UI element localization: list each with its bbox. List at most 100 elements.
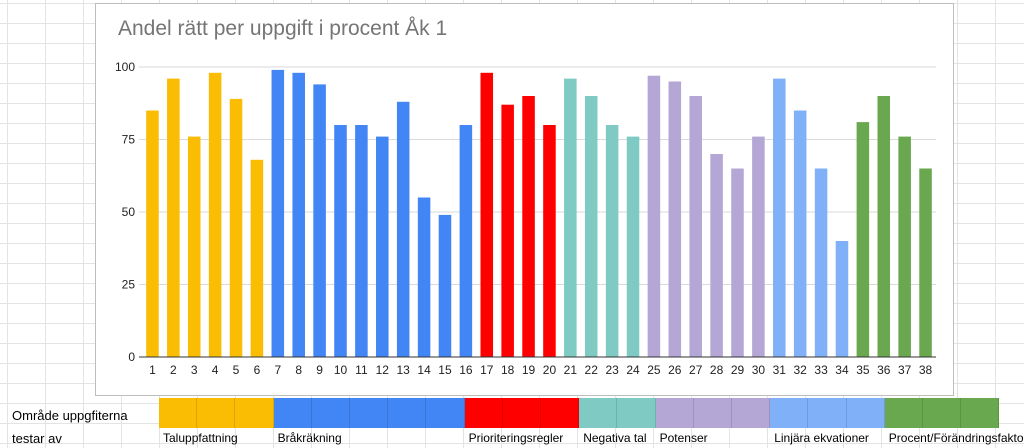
bar-task-24[interactable] (626, 136, 640, 357)
bar-task-5[interactable] (229, 98, 243, 358)
x-tick-label: 7 (274, 363, 281, 377)
group-label[interactable]: Prioriteringsregler (468, 431, 564, 445)
group-label[interactable]: Negativa tal (583, 431, 647, 445)
bar-task-15[interactable] (438, 214, 452, 357)
x-tick-label: 37 (898, 363, 912, 377)
bar-task-1[interactable] (146, 110, 159, 358)
bars (146, 69, 932, 358)
x-tick-label: 6 (254, 363, 261, 377)
group-color-cell[interactable] (732, 398, 771, 428)
y-axis-ticks: 0 25 50 75 100 (115, 60, 135, 364)
x-axis-ticks: 1 2 3 4 5 6 7 8 9 10 11 12 13 14 15 16 17 18 19 20 21 22 23 24 2… (149, 363, 932, 377)
bar-task-16[interactable] (459, 125, 473, 357)
x-tick-label: 25 (647, 363, 661, 377)
bar-task-7[interactable] (271, 69, 285, 358)
bar-task-14[interactable] (417, 197, 431, 358)
bar-task-18[interactable] (501, 104, 514, 357)
x-tick-label: 35 (856, 363, 870, 377)
bar-task-36[interactable] (877, 96, 891, 357)
y-tick-label: 50 (122, 205, 136, 219)
group-color-cell[interactable] (617, 398, 656, 428)
x-tick-label: 28 (710, 363, 724, 377)
x-tick-label: 19 (522, 363, 536, 377)
group-color-cell[interactable] (693, 398, 732, 428)
bar-task-8[interactable] (292, 72, 305, 358)
group-color-cell[interactable] (770, 398, 809, 428)
bar-task-33[interactable] (814, 168, 828, 358)
group-color-cell[interactable] (846, 398, 885, 428)
group-color-cell[interactable] (273, 398, 312, 428)
bar-task-37[interactable] (898, 136, 911, 357)
bar-task-34[interactable] (835, 241, 849, 357)
bar-task-38[interactable] (919, 168, 932, 358)
x-tick-label: 16 (459, 363, 473, 377)
group-color-cell[interactable] (159, 398, 198, 428)
x-tick-label: 9 (316, 363, 323, 377)
bar-task-11[interactable] (355, 125, 368, 357)
group-color-cell[interactable] (388, 398, 427, 428)
group-color-cell[interactable] (502, 398, 541, 428)
group-color-cell[interactable] (426, 398, 465, 428)
bar-task-22[interactable] (584, 96, 598, 357)
bar-task-9[interactable] (313, 84, 326, 358)
x-tick-label: 33 (814, 363, 828, 377)
group-label[interactable]: Procent/Förändringsfakto (888, 431, 1024, 445)
bar-task-25[interactable] (647, 75, 661, 357)
bar-task-17[interactable] (480, 72, 494, 358)
x-tick-label: 17 (480, 363, 494, 377)
group-label[interactable]: Potenser (659, 431, 708, 445)
bar-task-20[interactable] (543, 125, 556, 357)
bar-task-23[interactable] (605, 125, 619, 357)
group-color-cell[interactable] (884, 398, 923, 428)
x-tick-label: 24 (626, 363, 640, 377)
group-color-cell[interactable] (464, 398, 503, 428)
bar-task-21[interactable] (564, 78, 577, 357)
bar-task-19[interactable] (522, 96, 535, 357)
group-color-cell[interactable] (350, 398, 389, 428)
bar-task-30[interactable] (752, 136, 765, 357)
x-tick-label: 4 (212, 363, 219, 377)
chart-frame[interactable]: Andel rätt per uppgift i procent Åk 1 0 2… (95, 3, 954, 396)
row-label-area[interactable]: Område uppgfiterna (12, 408, 128, 423)
group-label[interactable]: Linjära ekvationer (774, 431, 869, 445)
group-color-cell[interactable] (961, 398, 1000, 428)
x-tick-label: 10 (334, 363, 348, 377)
bar-task-31[interactable] (773, 78, 786, 357)
y-tick-label: 0 (128, 350, 135, 364)
bar-task-2[interactable] (167, 78, 180, 357)
group-color-cell[interactable] (655, 398, 694, 428)
x-tick-label: 14 (417, 363, 431, 377)
x-tick-label: 3 (191, 363, 198, 377)
row-label-tests[interactable]: testar av (12, 431, 62, 446)
x-tick-label: 31 (773, 363, 787, 377)
bar-task-28[interactable] (710, 154, 723, 357)
group-color-cell[interactable] (235, 398, 274, 428)
bar-task-3[interactable] (187, 136, 201, 357)
group-color-cell[interactable] (808, 398, 847, 428)
x-tick-label: 32 (794, 363, 808, 377)
bar-task-35[interactable] (856, 122, 870, 357)
bar-task-26[interactable] (668, 81, 682, 358)
category-legend-rows: Område uppgfiterna testar av Taluppfattn… (0, 396, 1024, 448)
group-color-cell[interactable] (579, 398, 618, 428)
bar-task-13[interactable] (396, 101, 410, 357)
bar-task-32[interactable] (793, 110, 807, 358)
y-tick-label: 100 (115, 60, 135, 74)
group-label[interactable]: Bråkräkning (277, 431, 342, 445)
bar-task-29[interactable] (731, 168, 744, 358)
x-tick-label: 11 (355, 363, 368, 377)
group-color-cell[interactable] (197, 398, 236, 428)
bar-task-10[interactable] (334, 125, 347, 357)
bar-task-27[interactable] (689, 96, 702, 357)
bar-task-12[interactable] (376, 136, 389, 357)
group-color-cell[interactable] (541, 398, 580, 428)
group-color-cell[interactable] (311, 398, 350, 428)
x-tick-label: 12 (376, 363, 390, 377)
x-tick-label: 5 (233, 363, 240, 377)
group-label[interactable]: Taluppfattning (163, 431, 238, 445)
x-tick-label: 27 (689, 363, 703, 377)
group-color-cell[interactable] (923, 398, 962, 428)
bar-task-4[interactable] (208, 72, 222, 358)
bar-task-6[interactable] (250, 159, 264, 357)
x-tick-label: 34 (835, 363, 849, 377)
